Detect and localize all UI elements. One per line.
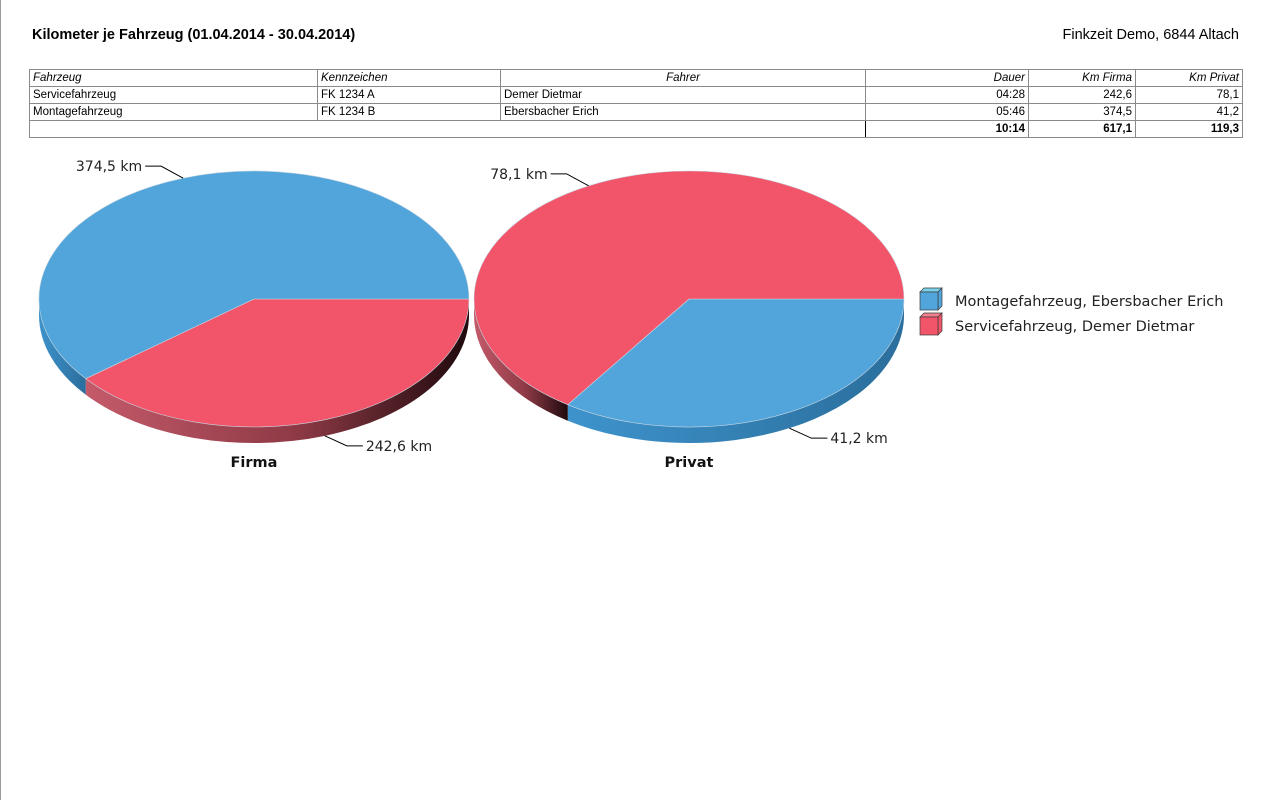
legend-label: Servicefahrzeug, Demer Dietmar [955,319,1194,335]
pie-side-wall [474,299,568,421]
pie-chart-firma: 242,6 km 374,5 km Firma [38,159,470,471]
pie-charts: 242,6 km 374,5 km Firma 41,2 km 78,1 km Priv… [38,159,1223,471]
legend-swatch [919,287,943,311]
cell-fahrzeug: Montagefahrzeug [29,103,318,121]
pie-title: Firma [231,455,278,471]
legend-label: Montagefahrzeug, Ebersbacher Erich [955,294,1223,310]
cell-dauer: 04:28 [865,86,1029,104]
table-header-row: Fahrzeug Kennzeichen Fahrer Dauer Km Fir… [29,69,1243,87]
pie-data-label: 242,6 km [366,439,432,455]
cell-fahrer: Demer Dietmar [500,86,866,104]
total-spacer [29,120,866,138]
cell-kennzeichen: FK 1234 A [317,86,501,104]
pie-leader-line [145,165,184,179]
header-km-firma: Km Firma [1028,69,1136,87]
pie-chart-privat: 41,2 km 78,1 km Privat [473,167,905,471]
pie-slice [473,170,905,406]
cell-kennzeichen: FK 1234 B [317,103,501,121]
pie-slice [567,298,905,428]
page-left-border [0,0,1,800]
report-title: Kilometer je Fahrzeug (01.04.2014 - 30.0… [32,27,356,43]
pie-leader-line [550,173,589,187]
total-km-privat: 119,3 [1135,120,1243,138]
cell-fahrer: Ebersbacher Erich [500,103,866,121]
pie-title: Privat [665,455,714,471]
cell-km-firma: 242,6 [1028,86,1136,104]
table-row: Servicefahrzeug FK 1234 A Demer Dietmar … [29,86,1243,104]
pie-data-label: 374,5 km [76,159,142,175]
pie-leader-line [324,435,363,447]
vehicle-table: Fahrzeug Kennzeichen Fahrer Dauer Km Fir… [29,69,1243,138]
total-km-firma: 617,1 [1028,120,1136,138]
header-fahrer: Fahrer [500,69,866,87]
cell-fahrzeug: Servicefahrzeug [29,86,318,104]
cell-dauer: 05:46 [865,103,1029,121]
cell-km-privat: 78,1 [1135,86,1243,104]
header-kennzeichen: Kennzeichen [317,69,501,87]
pie-data-label: 41,2 km [830,431,887,447]
cell-km-privat: 41,2 [1135,103,1243,121]
total-dauer: 10:14 [865,120,1029,138]
pie-side-wall [567,299,904,444]
header-fahrzeug: Fahrzeug [29,69,318,87]
chart-legend: Montagefahrzeug, Ebersbacher Erich Servic… [919,287,1223,336]
header-dauer: Dauer [865,69,1029,87]
company-name: Finkzeit Demo, 6844 Altach [1062,27,1239,43]
pie-leader-line [789,427,828,439]
header-km-privat: Km Privat [1135,69,1243,87]
pie-slice [85,298,470,428]
pie-side-wall [85,299,470,443]
legend-swatch [919,312,943,336]
table-total-row: 10:14 617,1 119,3 [29,120,1243,138]
table-row: Montagefahrzeug FK 1234 B Ebersbacher Er… [29,103,1243,121]
cell-km-firma: 374,5 [1028,103,1136,121]
pie-data-label: 78,1 km [490,167,547,183]
pie-side-wall [39,299,86,395]
